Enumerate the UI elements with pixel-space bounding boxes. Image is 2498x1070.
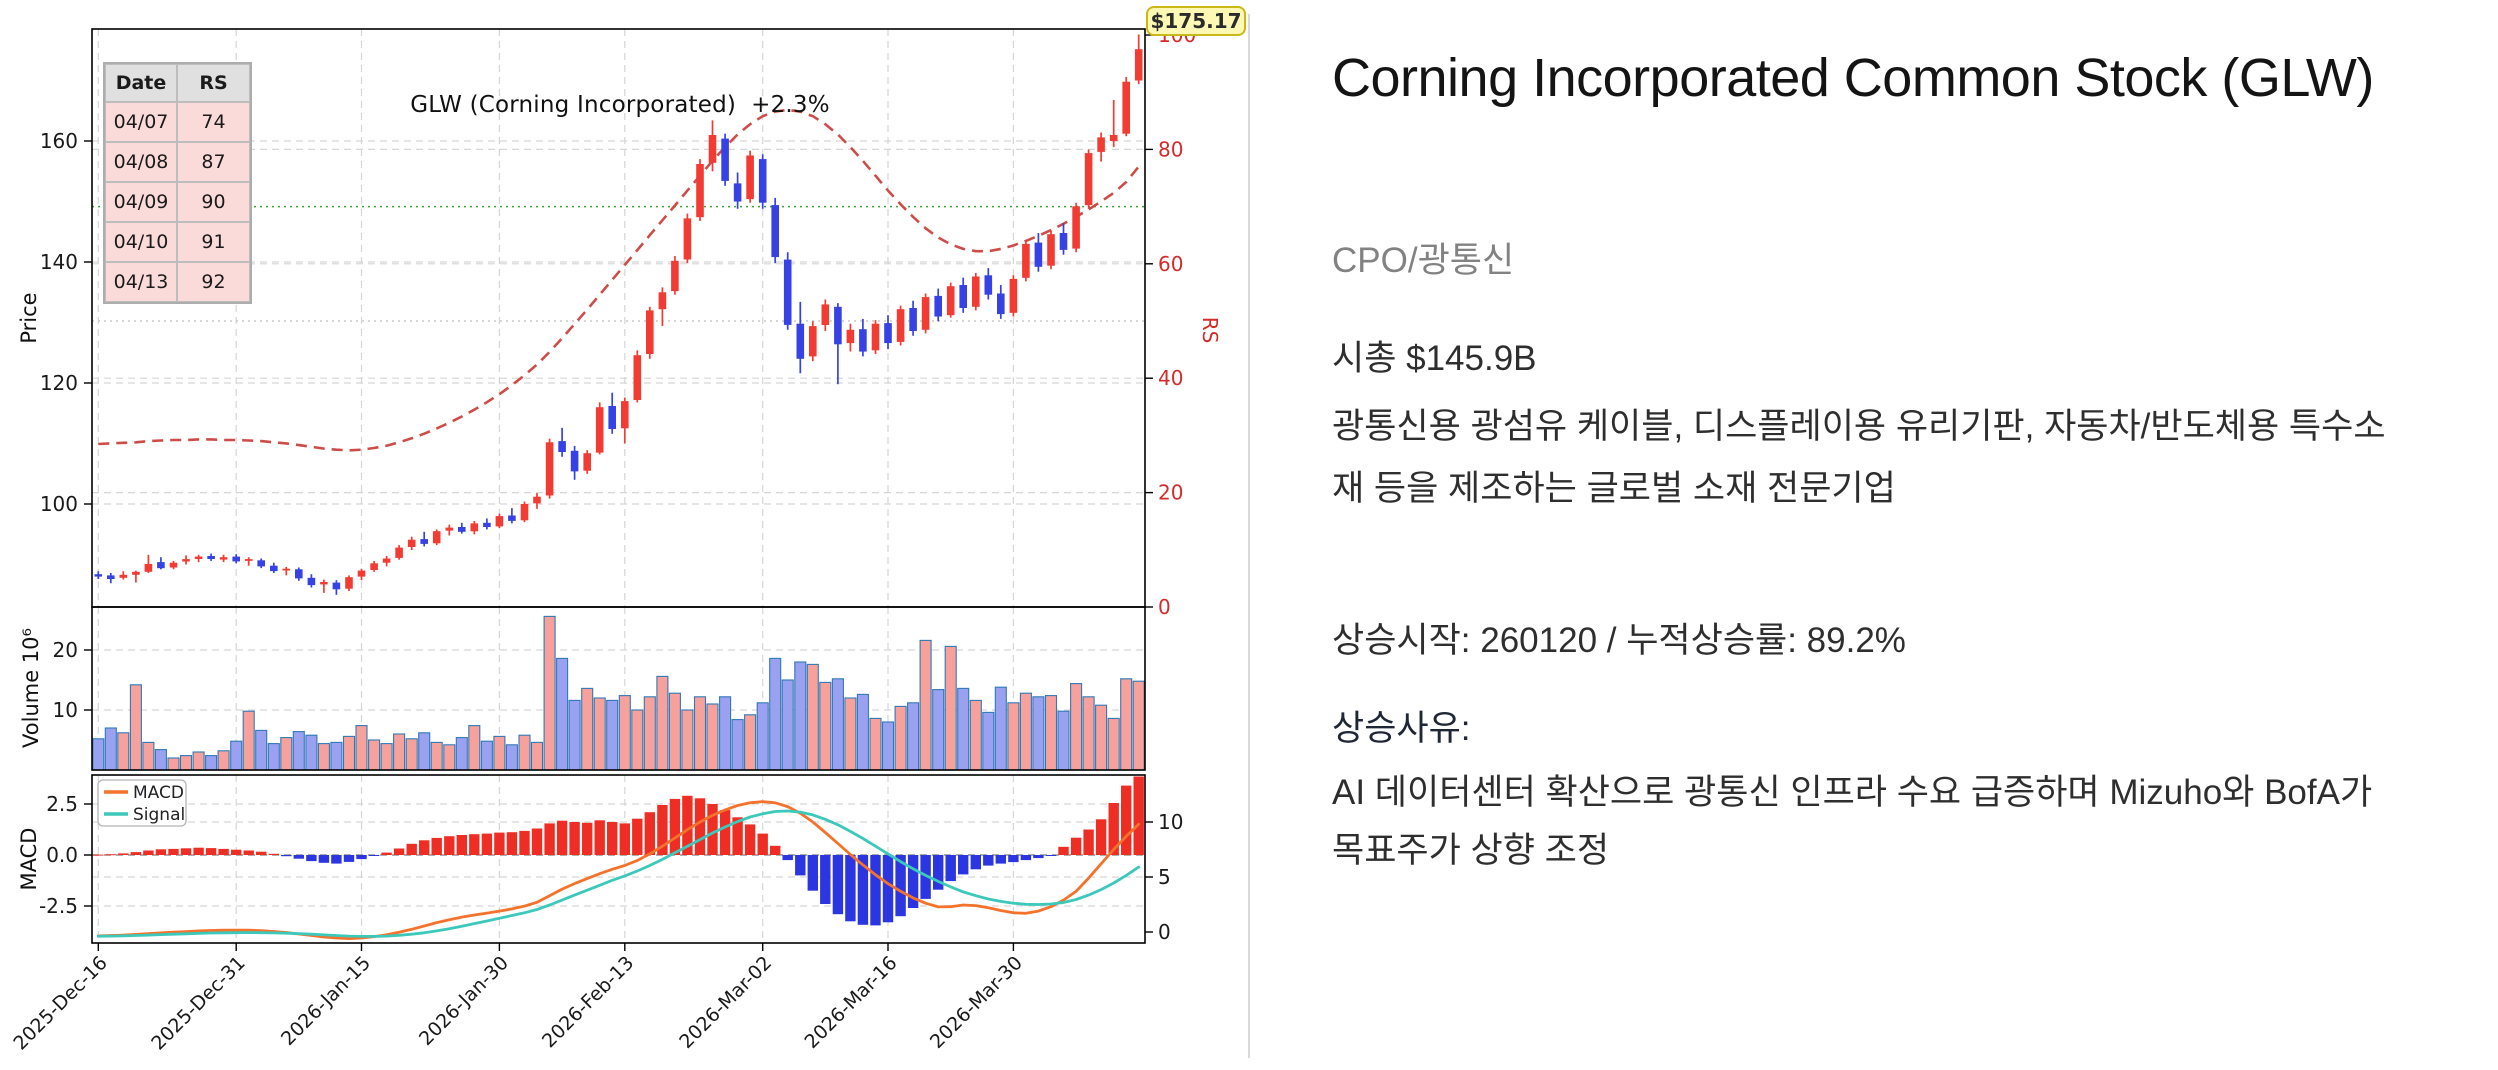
rise-reason-text: AI 데이터센터 확산으로 광통신 인프라 수요 급증하며 Mizuho와 Bo… [1332, 773, 2373, 870]
svg-text:0: 0 [1158, 920, 1171, 944]
svg-text:2026-Jan-15: 2026-Jan-15 [277, 952, 375, 1050]
rs-axis-label: RS [1198, 317, 1222, 344]
svg-text:0: 0 [1158, 595, 1171, 619]
stock-chart: 10012014016002040608010010202.50.0-2.505… [9, 23, 1222, 1055]
svg-text:2025-Dec-31: 2025-Dec-31 [147, 952, 250, 1055]
signal-line [96, 809, 1141, 938]
svg-text:2026-Feb-13: 2026-Feb-13 [538, 952, 638, 1052]
rs-table-cell: 74 [177, 102, 250, 142]
rise-reason-label: 상승사유: [1332, 709, 1471, 748]
svg-text:5: 5 [1158, 865, 1171, 889]
macd-histogram [93, 776, 1144, 926]
svg-text:40: 40 [1158, 366, 1183, 390]
macd-panel [91, 774, 1146, 944]
svg-text:2026-Jan-30: 2026-Jan-30 [415, 952, 513, 1050]
rs-table-cell: 04/09 [105, 182, 177, 222]
rs-table-cell: 87 [177, 142, 250, 182]
macd-axis-label: MACD [17, 828, 41, 891]
rs-table-cell: 04/10 [105, 222, 177, 262]
market-cap: 시총 $145.9B [1332, 339, 1537, 378]
volume-axis-label: Volume 10⁶ [19, 628, 43, 748]
svg-text:2026-Mar-02: 2026-Mar-02 [675, 952, 776, 1053]
rise-stats: 상승시작: 260120 / 누적상승률: 89.2% [1332, 621, 1906, 660]
svg-text:160: 160 [40, 129, 78, 153]
rs-table-cell: 04/08 [105, 142, 177, 182]
volume-bars [92, 615, 1145, 771]
svg-text:10: 10 [1158, 810, 1183, 834]
rs-table-header-rs: RS [177, 64, 250, 102]
macd-line [96, 800, 1141, 940]
company-description: 광통신용 광섬유 케이블, 디스플레이용 유리기판, 자동차/반도체용 특수소재… [1332, 407, 2386, 508]
stock-sector: CPO/광통신 [1332, 241, 1515, 280]
rs-table-cell: 04/07 [105, 102, 177, 142]
panel-divider [1248, 14, 1250, 1058]
stock-title: Corning Incorporated Common Stock (GLW) [1332, 48, 2374, 108]
svg-text:20: 20 [53, 638, 78, 662]
last-price-tag: $175.17 [1146, 6, 1246, 36]
candles [94, 34, 1143, 595]
macd-legend: MACD Signal [97, 779, 187, 827]
rs-table-cell: 04/13 [105, 262, 177, 302]
rs-table-header-date: Date [105, 64, 177, 102]
rs-table-cell: 90 [177, 182, 250, 222]
volume-panel [91, 606, 1146, 771]
svg-text:2.5: 2.5 [46, 792, 78, 816]
svg-text:2026-Mar-30: 2026-Mar-30 [926, 952, 1027, 1053]
chart-title: GLW (Corning Incorporated) +2.3% [410, 92, 830, 118]
rs-table: Date RS 04/07 74 04/08 87 04/09 90 04/10… [103, 62, 252, 304]
svg-text:20: 20 [1158, 481, 1183, 505]
svg-text:0.0: 0.0 [46, 843, 78, 867]
svg-text:60: 60 [1158, 252, 1183, 276]
svg-text:140: 140 [40, 250, 78, 274]
svg-text:120: 120 [40, 371, 78, 395]
price-axis-label: Price [17, 292, 41, 343]
svg-text:100: 100 [40, 492, 78, 516]
rs-line [98, 108, 1140, 452]
svg-text:10: 10 [53, 698, 78, 722]
rs-table-cell: 92 [177, 262, 250, 302]
svg-text:MACD: MACD [133, 783, 184, 803]
svg-text:-2.5: -2.5 [39, 894, 78, 918]
svg-text:2026-Mar-16: 2026-Mar-16 [801, 952, 902, 1053]
svg-text:2025-Dec-16: 2025-Dec-16 [9, 952, 112, 1055]
svg-text:Signal: Signal [133, 805, 185, 825]
svg-text:80: 80 [1158, 137, 1183, 161]
rs-table-cell: 91 [177, 222, 250, 262]
